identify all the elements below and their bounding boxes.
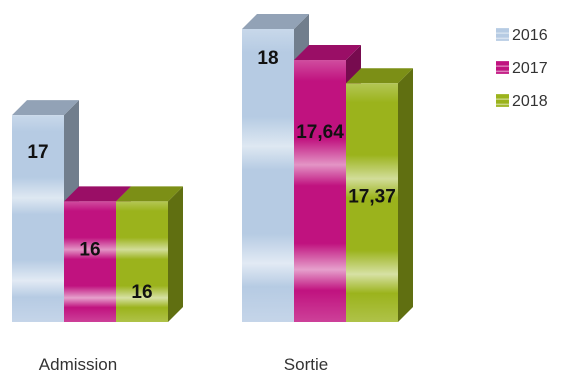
data-label-2017-admission: 16 [79, 239, 100, 260]
bar-front-face [294, 60, 346, 322]
bar-front-face [116, 201, 168, 322]
legend-label-2018: 2018 [512, 93, 548, 110]
bars-layer [12, 14, 413, 323]
bar-side-face [398, 68, 413, 323]
bar-top-face [294, 45, 361, 61]
bar-front-face [346, 83, 398, 323]
legend-label-2017: 2017 [512, 60, 548, 77]
data-label-2018-sortie: 17,37 [348, 186, 396, 207]
data-label-2016-sortie: 18 [257, 48, 278, 69]
data-label-2018-admission: 16 [131, 282, 152, 303]
bar-top-face [346, 68, 413, 84]
data-label-2017-sortie: 17,64 [296, 122, 344, 143]
bar-2018-admission [116, 186, 183, 322]
bar-front-face [242, 29, 294, 322]
bar-side-face [168, 186, 183, 322]
bar-top-face [12, 100, 79, 116]
bar-top-face [242, 14, 309, 29]
legend-label-2016: 2016 [512, 27, 548, 44]
bar-2018-sortie [346, 68, 413, 323]
legend-swatch-2018 [496, 94, 509, 107]
legend-swatch-2016 [496, 28, 509, 41]
category-axis: Admission Sortie [39, 355, 328, 372]
bar-front-face [12, 115, 64, 322]
legend-swatch-2017 [496, 61, 509, 74]
category-label-sortie: Sortie [284, 355, 328, 372]
bar-top-face [64, 186, 131, 202]
category-label-admission: Admission [39, 355, 117, 372]
legend: 2016 2017 2018 [496, 27, 548, 110]
data-labels-layer: 17 16 16 18 17,64 17,37 [27, 48, 395, 303]
bar-front-face [64, 201, 116, 322]
data-label-2016-admission: 17 [27, 142, 48, 163]
bar-top-face [116, 186, 183, 202]
